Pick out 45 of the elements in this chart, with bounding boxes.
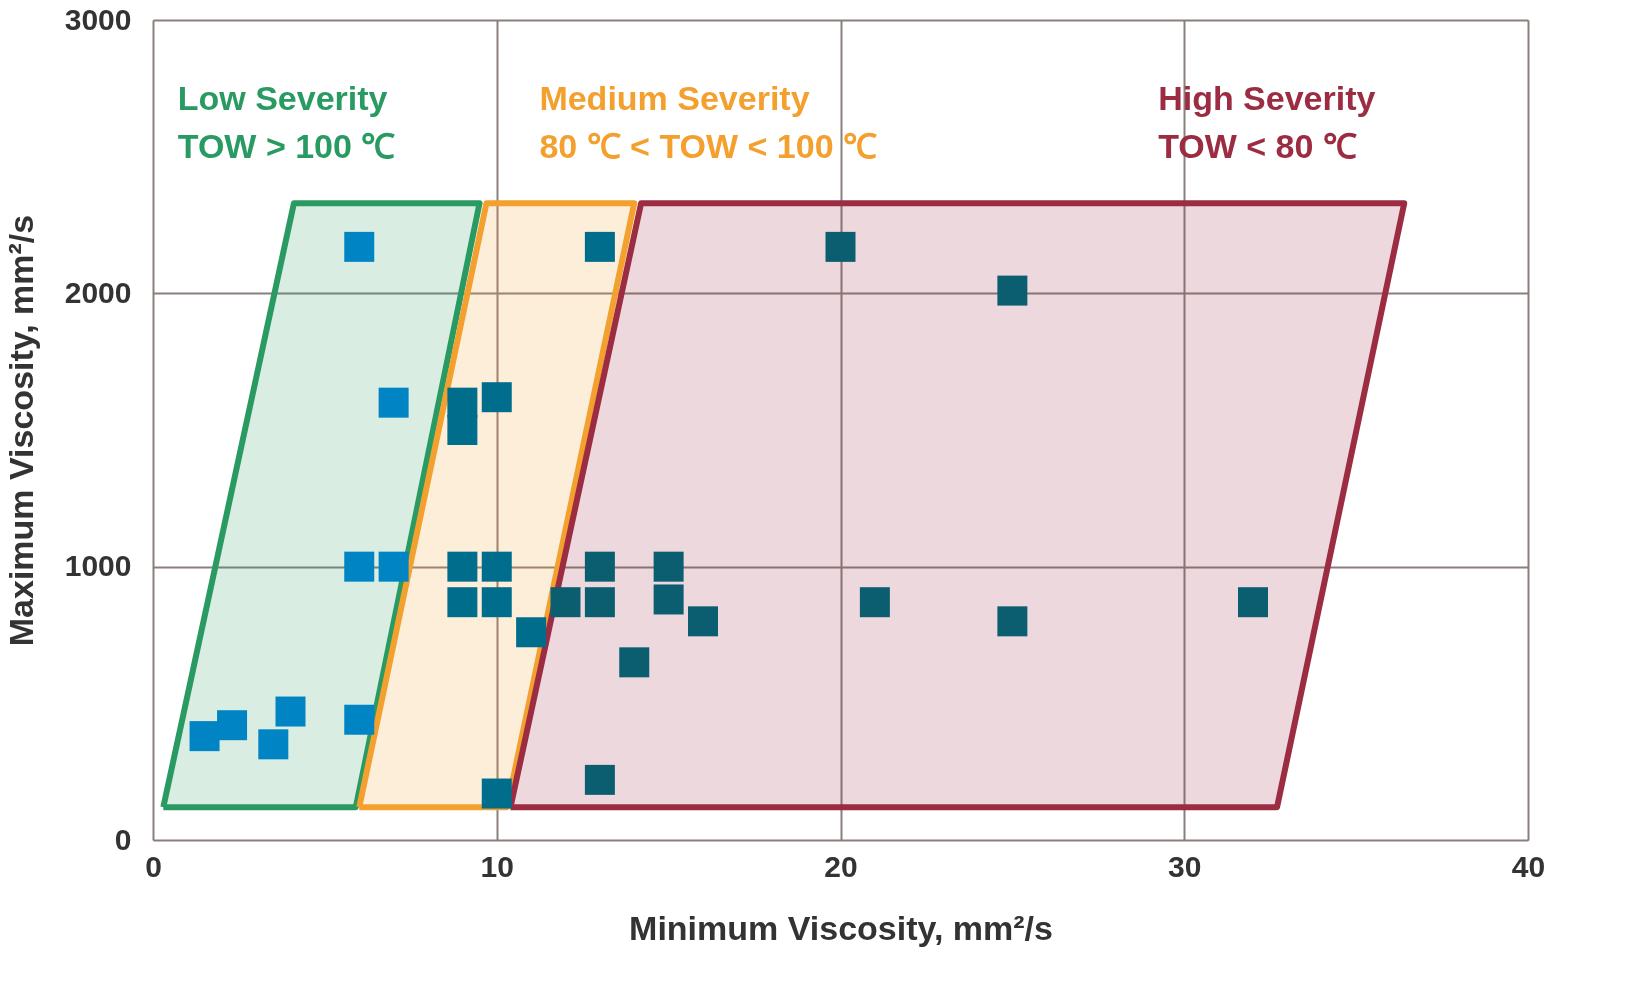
point <box>344 551 375 582</box>
point <box>997 275 1028 306</box>
point <box>550 587 581 618</box>
point <box>447 587 478 618</box>
point <box>859 587 890 618</box>
point <box>584 764 615 795</box>
point <box>481 778 512 809</box>
y-tick-label: 0 <box>114 822 132 856</box>
x-tick-label: 20 <box>824 849 858 883</box>
x-tick-label: 0 <box>145 849 162 883</box>
x-tick-label: 40 <box>1511 849 1546 883</box>
point <box>653 584 684 615</box>
y-tick-label: 3000 <box>64 2 132 36</box>
series-label: Medium Severity 80 ℃ < TOW < 100 ℃ <box>539 79 878 166</box>
point <box>258 729 289 760</box>
point <box>189 721 220 752</box>
y-tick-label: 1000 <box>64 549 132 583</box>
point <box>584 551 615 582</box>
x-tick-label: 30 <box>1168 849 1202 883</box>
x-tick-label: 10 <box>480 849 514 883</box>
point <box>447 551 478 582</box>
point <box>481 382 512 413</box>
point <box>516 617 547 648</box>
x-axis-title: Minimum Viscosity, mm²/s <box>629 908 1053 947</box>
point <box>1238 587 1268 618</box>
point <box>275 696 306 727</box>
point <box>344 704 375 735</box>
point <box>481 587 512 618</box>
point <box>619 647 650 678</box>
point <box>825 231 856 262</box>
point <box>217 710 248 741</box>
point <box>447 387 478 418</box>
point <box>481 551 512 582</box>
y-axis-title: Maximum Viscosity, mm²/s <box>1 214 40 647</box>
point <box>584 231 615 262</box>
point <box>997 606 1028 637</box>
series-label: Low Severity TOW > 100 ℃ <box>177 79 396 166</box>
point <box>378 387 409 418</box>
point <box>447 415 478 445</box>
point <box>378 551 409 582</box>
point <box>688 606 718 637</box>
point <box>584 587 615 618</box>
point <box>344 231 375 262</box>
point <box>653 551 684 582</box>
y-tick-label: 2000 <box>64 275 132 309</box>
